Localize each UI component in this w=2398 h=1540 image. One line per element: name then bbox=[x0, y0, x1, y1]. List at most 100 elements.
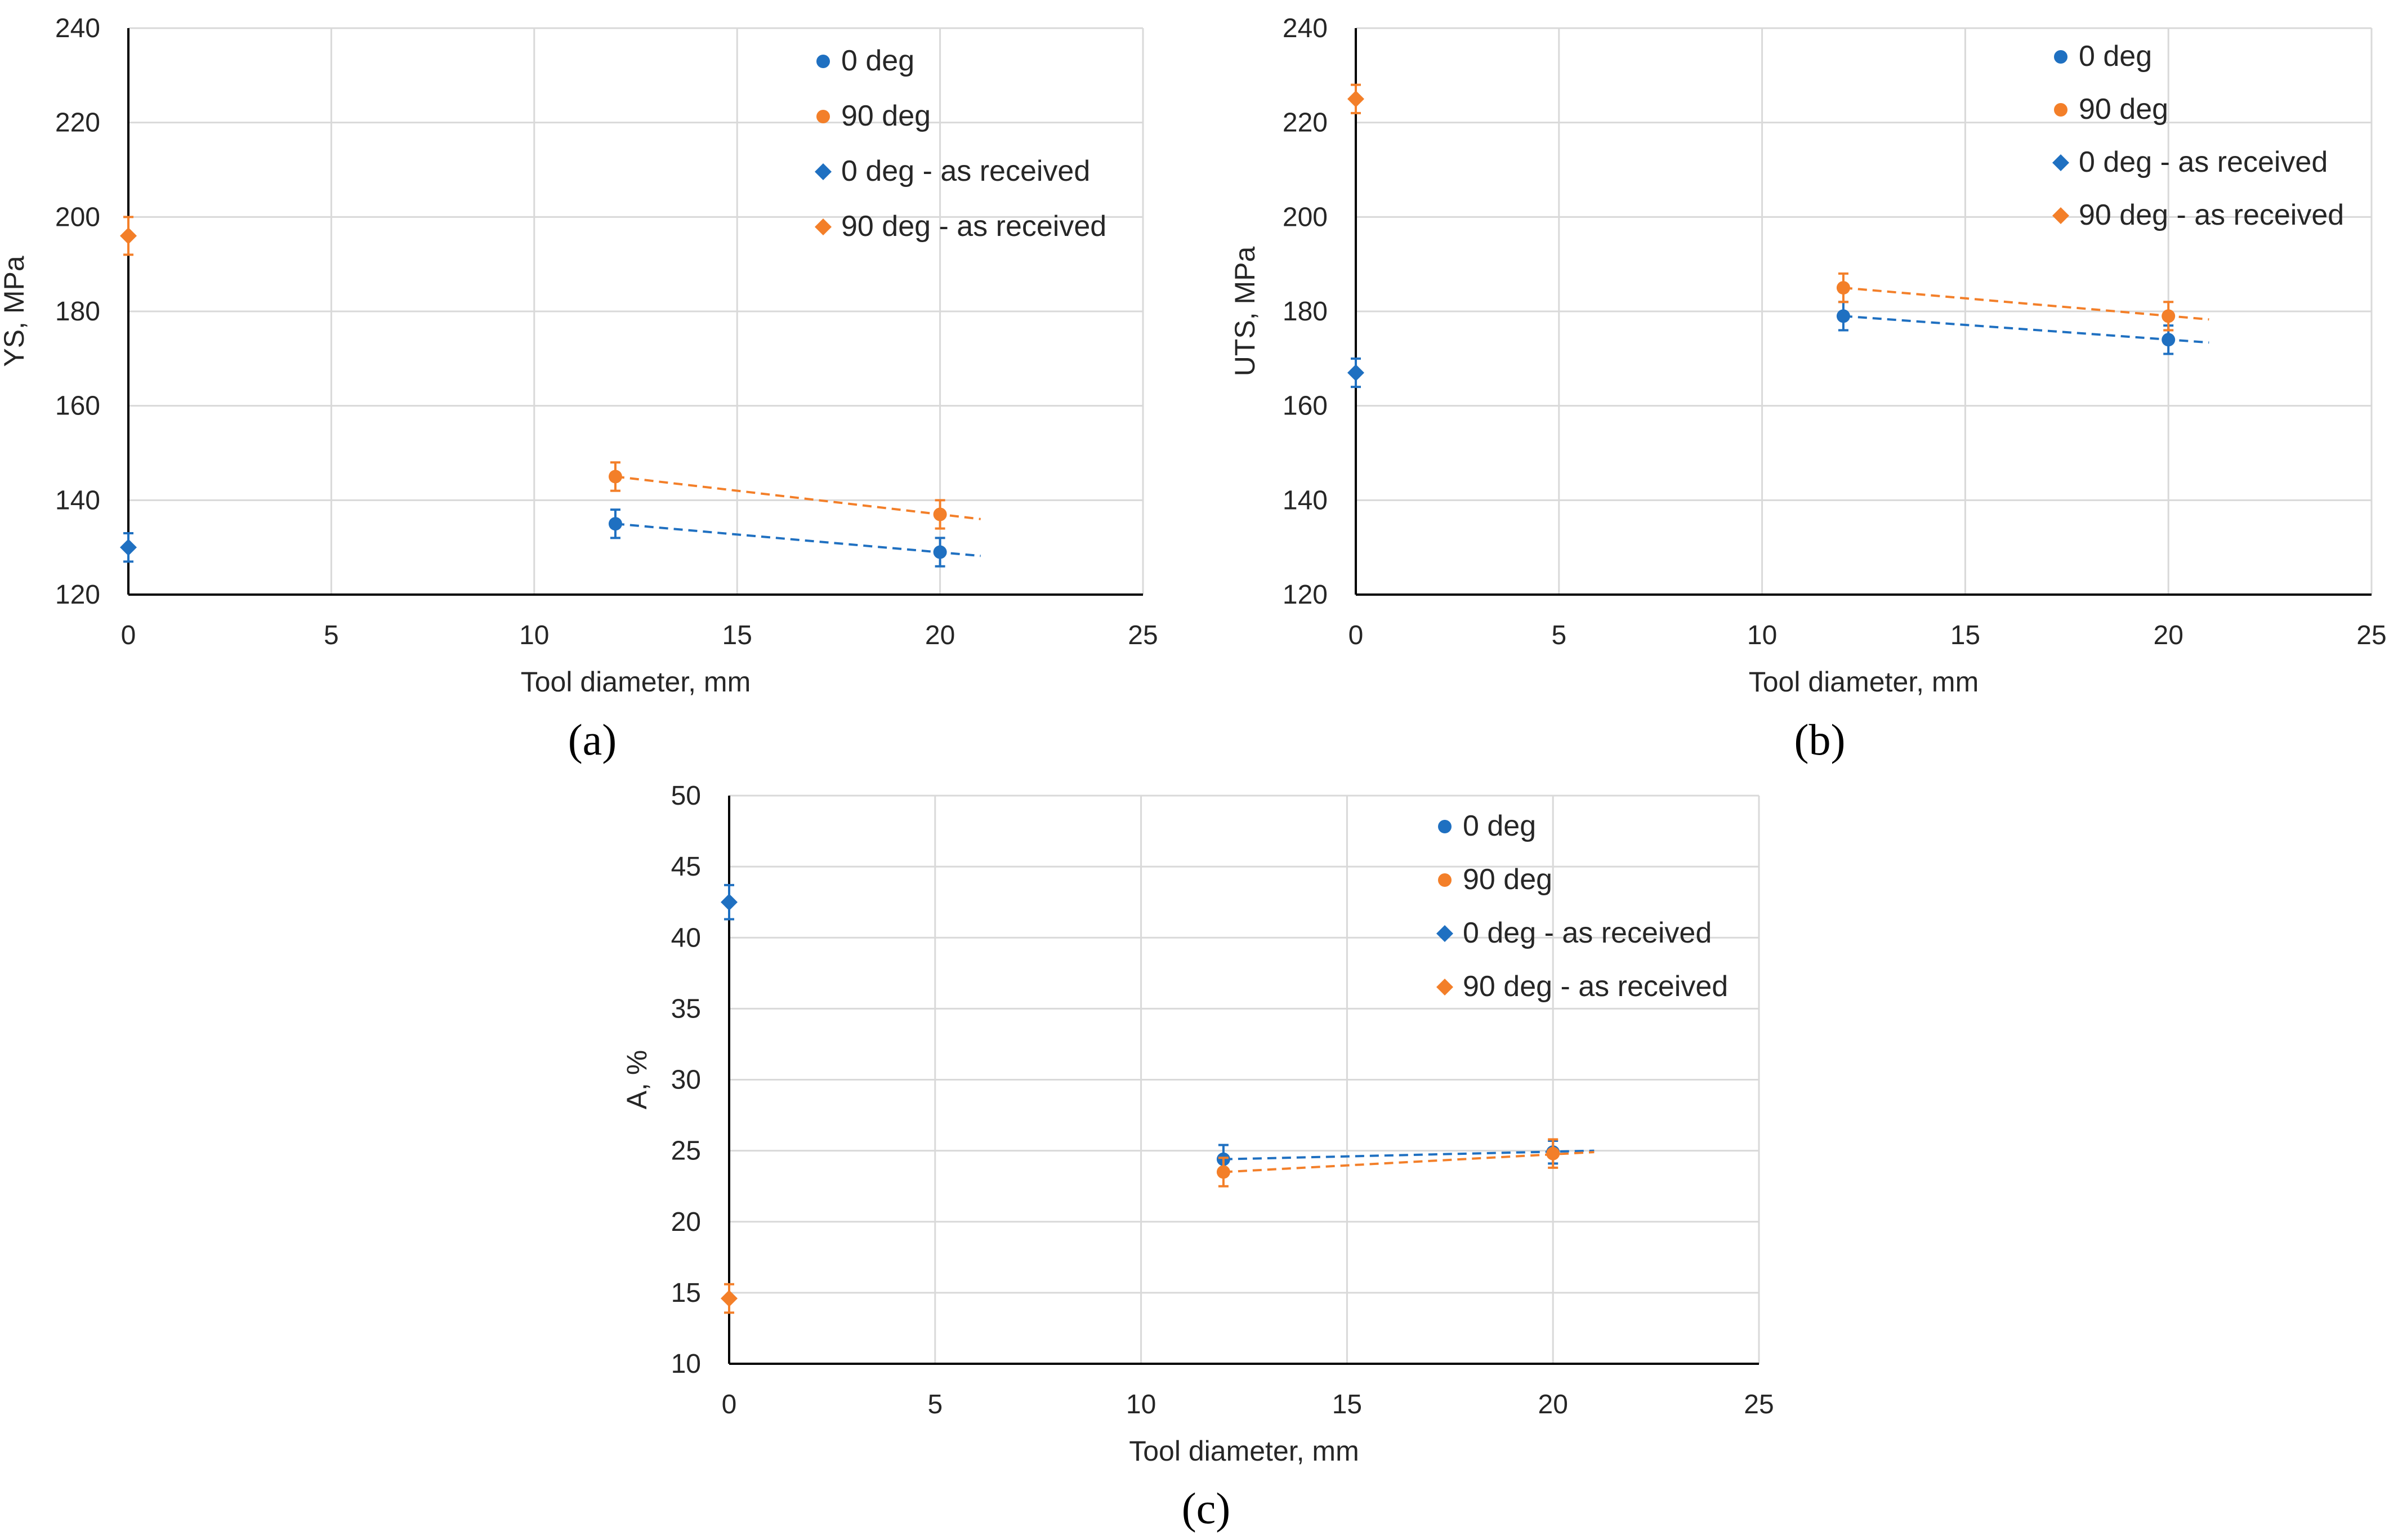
y-tick-label: 200 bbox=[55, 202, 100, 232]
x-tick-label: 25 bbox=[1744, 1390, 1774, 1420]
legend-marker bbox=[815, 163, 832, 180]
y-tick-label: 30 bbox=[671, 1065, 701, 1095]
chart-panel-3: 10 15 20 25 30 35 40 45 50 0 5 10 15 20 25 Tool diamete… bbox=[621, 781, 1774, 1533]
y-tick-label: 20 bbox=[671, 1207, 701, 1237]
legend-entry: 0 deg - as received bbox=[2079, 146, 2328, 178]
legend-entry: 90 deg - as received bbox=[841, 210, 1106, 243]
trendline bbox=[615, 523, 981, 557]
data-point bbox=[608, 517, 622, 531]
y-tick-label: 200 bbox=[1283, 202, 1328, 232]
y-tick-label: 120 bbox=[1283, 580, 1328, 610]
y-tick-label: 15 bbox=[671, 1278, 701, 1308]
y-axis-title: YS, MPa bbox=[0, 256, 30, 367]
legend-entry: 0 deg bbox=[2079, 40, 2152, 73]
x-tick-label: 5 bbox=[927, 1390, 943, 1420]
legend-marker bbox=[815, 218, 832, 235]
legend-entry: 90 deg bbox=[2079, 93, 2168, 126]
x-tick-label: 10 bbox=[1126, 1390, 1156, 1420]
legend-marker bbox=[1438, 820, 1452, 833]
data-point bbox=[1546, 1146, 1560, 1160]
legend-marker bbox=[1436, 979, 1453, 996]
legend-marker bbox=[2052, 154, 2069, 171]
data-point bbox=[1836, 281, 1850, 295]
trendline bbox=[615, 475, 981, 520]
trendline bbox=[1223, 1151, 1595, 1173]
x-tick-label: 0 bbox=[722, 1390, 737, 1420]
data-point bbox=[120, 539, 137, 556]
y-tick-label: 25 bbox=[671, 1136, 701, 1166]
legend-marker bbox=[816, 110, 830, 123]
y-tick-label: 160 bbox=[1283, 391, 1328, 421]
data-point bbox=[120, 227, 137, 244]
x-tick-label: 10 bbox=[1747, 621, 1777, 650]
legend-entry: 0 deg - as received bbox=[1463, 917, 1712, 949]
data-point bbox=[2162, 333, 2176, 347]
x-tick-label: 5 bbox=[1551, 621, 1566, 650]
data-point bbox=[721, 894, 738, 911]
data-point bbox=[608, 470, 622, 484]
x-tick-label: 20 bbox=[925, 621, 955, 650]
trendline bbox=[1843, 315, 2209, 344]
x-tick-label: 5 bbox=[324, 621, 339, 650]
x-tick-label: 15 bbox=[1332, 1390, 1362, 1420]
legend-marker bbox=[2054, 103, 2067, 117]
y-tick-label: 160 bbox=[55, 391, 100, 421]
x-tick-label: 0 bbox=[1348, 621, 1364, 650]
y-tick-label: 45 bbox=[671, 852, 701, 882]
legend-entry: 90 deg - as received bbox=[1463, 970, 1728, 1003]
y-tick-label: 240 bbox=[55, 14, 100, 43]
legend-marker bbox=[2052, 207, 2069, 224]
trendline bbox=[1843, 287, 2209, 321]
data-point bbox=[2162, 309, 2176, 323]
x-tick-label: 15 bbox=[722, 621, 752, 650]
panel-label: (c) bbox=[1182, 1484, 1231, 1533]
legend-entry: 90 deg bbox=[1463, 863, 1552, 896]
x-tick-label: 25 bbox=[2356, 621, 2386, 650]
legend-marker bbox=[816, 55, 830, 68]
x-tick-label: 15 bbox=[1950, 621, 1980, 650]
trendline bbox=[1223, 1149, 1595, 1160]
data-point bbox=[1347, 90, 1364, 108]
data-point bbox=[1347, 364, 1364, 381]
legend-entry: 0 deg bbox=[841, 44, 914, 77]
data-point bbox=[721, 1289, 738, 1307]
y-tick-label: 35 bbox=[671, 994, 701, 1024]
y-axis-title: UTS, MPa bbox=[1229, 247, 1261, 377]
y-tick-label: 10 bbox=[671, 1349, 701, 1379]
x-tick-label: 20 bbox=[2154, 621, 2183, 650]
x-tick-label: 25 bbox=[1128, 621, 1158, 650]
y-tick-label: 220 bbox=[1283, 108, 1328, 138]
x-tick-label: 0 bbox=[121, 621, 136, 650]
legend-entry: 90 deg bbox=[841, 100, 931, 132]
legend: 0 deg 90 deg 0 deg - as received 90 deg - a… bbox=[2052, 40, 2344, 231]
y-tick-label: 120 bbox=[55, 580, 100, 610]
y-axis-title: A, % bbox=[621, 1050, 653, 1110]
x-axis-title: Tool diameter, mm bbox=[1129, 1435, 1359, 1467]
data-point bbox=[933, 545, 947, 559]
legend-marker bbox=[1436, 925, 1453, 942]
y-tick-label: 240 bbox=[1283, 14, 1328, 43]
data-point bbox=[1836, 309, 1850, 323]
legend-marker bbox=[1438, 873, 1452, 887]
x-axis-title: Tool diameter, mm bbox=[521, 666, 751, 698]
panel-label: (b) bbox=[1794, 715, 1846, 764]
legend-entry: 0 deg - as received bbox=[841, 155, 1090, 188]
legend-entry: 0 deg bbox=[1463, 810, 1536, 842]
legend: 0 deg 90 deg 0 deg - as received 90 deg - a… bbox=[815, 44, 1106, 243]
legend: 0 deg 90 deg 0 deg - as received 90 deg - a… bbox=[1436, 810, 1728, 1003]
x-tick-label: 10 bbox=[519, 621, 549, 650]
y-tick-label: 220 bbox=[55, 108, 100, 138]
y-tick-label: 40 bbox=[671, 923, 701, 953]
legend-marker bbox=[2054, 50, 2067, 64]
data-point bbox=[1216, 1165, 1230, 1179]
y-tick-label: 180 bbox=[1283, 297, 1328, 327]
chart-panel-2: 120 140 160 180 200 220 240 0 5 10 15 20 25 Tool diam… bbox=[1229, 14, 2387, 764]
chart-panel-1: 120 140 160 180 200 220 240 0 5 10 15 20 25 Tool diam… bbox=[0, 14, 1158, 764]
legend-entry: 90 deg - as received bbox=[2079, 199, 2344, 231]
panel-label: (a) bbox=[568, 715, 617, 764]
y-tick-label: 140 bbox=[55, 485, 100, 515]
data-point bbox=[933, 507, 947, 521]
y-tick-label: 140 bbox=[1283, 485, 1328, 515]
y-tick-label: 50 bbox=[671, 781, 701, 811]
